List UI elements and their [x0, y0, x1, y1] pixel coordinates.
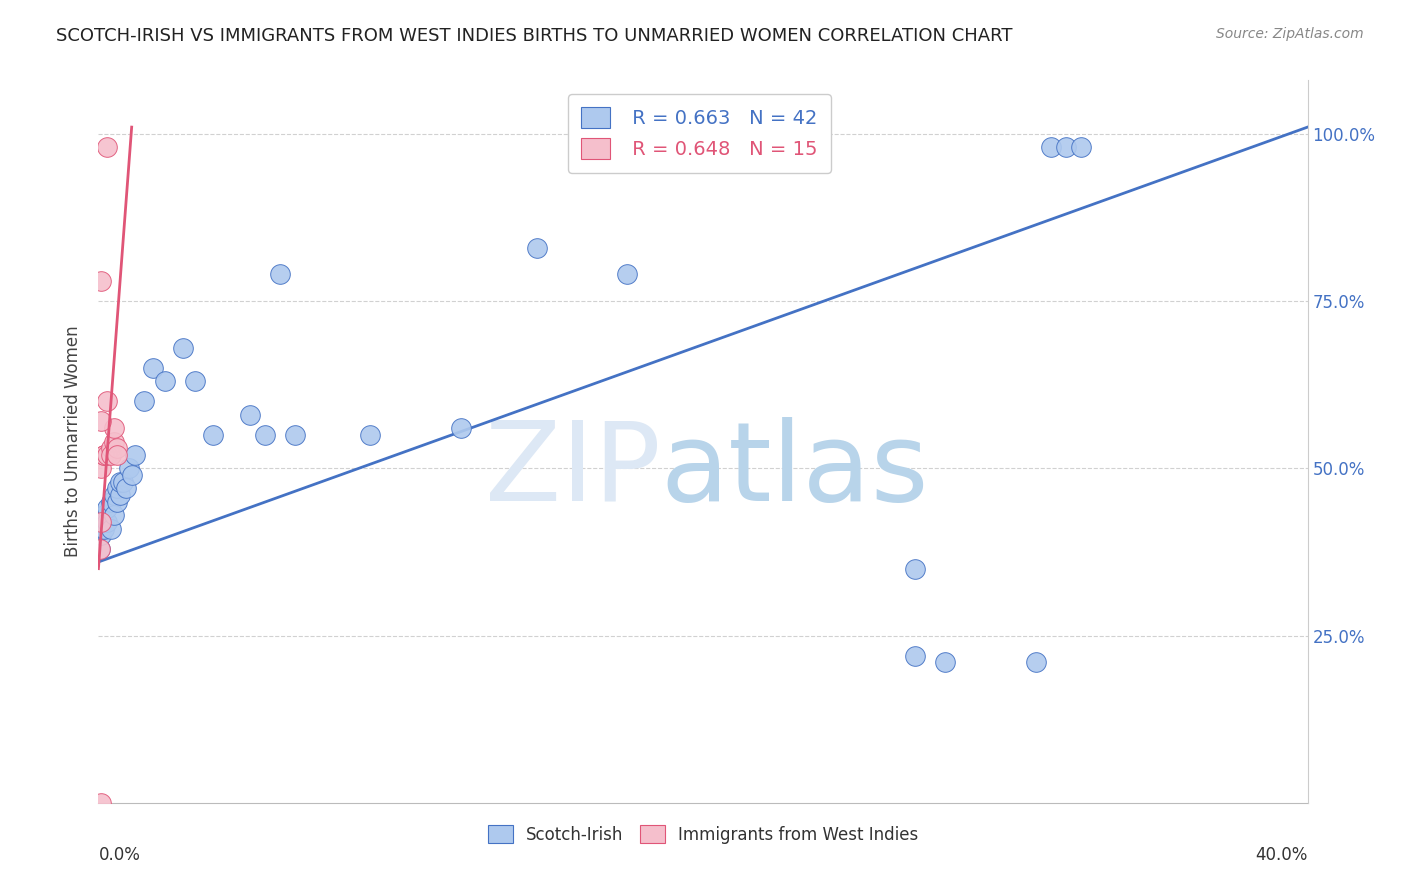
Point: [269, 268, 291, 282]
Point: [105, 448, 128, 462]
Point: [103, 434, 125, 449]
Text: ZIP: ZIP: [485, 417, 661, 524]
Point: [90, 414, 112, 429]
Point: [526, 241, 548, 255]
Point: [284, 427, 307, 442]
Point: [253, 427, 276, 442]
Text: Source: ZipAtlas.com: Source: ZipAtlas.com: [1216, 27, 1364, 41]
Point: [103, 488, 125, 502]
Point: [103, 421, 125, 435]
Point: [111, 475, 134, 489]
Point: [1070, 140, 1092, 154]
Text: 0.0%: 0.0%: [98, 847, 141, 864]
Point: [1039, 140, 1062, 154]
Point: [904, 648, 927, 663]
Text: SCOTCH-IRISH VS IMMIGRANTS FROM WEST INDIES BIRTHS TO UNMARRIED WOMEN CORRELATIO: SCOTCH-IRISH VS IMMIGRANTS FROM WEST IND…: [56, 27, 1012, 45]
Point: [105, 482, 128, 496]
Point: [96, 501, 118, 516]
Point: [142, 361, 165, 376]
Point: [93, 448, 115, 462]
Point: [904, 562, 927, 576]
Point: [93, 448, 115, 462]
Point: [93, 521, 115, 535]
Point: [90, 796, 112, 810]
Text: 40.0%: 40.0%: [1256, 847, 1308, 864]
Point: [89, 541, 111, 556]
Point: [121, 467, 143, 482]
Point: [90, 528, 112, 542]
Point: [103, 508, 125, 523]
Point: [239, 408, 262, 422]
Point: [202, 427, 225, 442]
Point: [105, 494, 128, 508]
Point: [114, 482, 136, 496]
Text: atlas: atlas: [661, 417, 929, 524]
Point: [108, 488, 131, 502]
Point: [1024, 655, 1046, 669]
Legend: Scotch-Irish, Immigrants from West Indies: Scotch-Irish, Immigrants from West Indie…: [479, 817, 927, 852]
Point: [360, 427, 382, 442]
Point: [96, 515, 118, 529]
Point: [172, 341, 194, 355]
Point: [96, 394, 118, 409]
Point: [124, 448, 146, 462]
Point: [90, 461, 112, 475]
Point: [108, 475, 131, 489]
Point: [1054, 140, 1077, 154]
Point: [96, 448, 118, 462]
Point: [105, 442, 128, 455]
Point: [90, 274, 112, 288]
Point: [93, 515, 115, 529]
Point: [100, 448, 122, 462]
Point: [90, 521, 112, 535]
Point: [184, 375, 207, 389]
Point: [450, 421, 472, 435]
Y-axis label: Births to Unmarried Women: Births to Unmarried Women: [65, 326, 83, 558]
Point: [132, 394, 155, 409]
Point: [100, 521, 122, 535]
Point: [89, 541, 111, 556]
Point: [93, 508, 115, 523]
Point: [100, 494, 122, 508]
Point: [616, 268, 638, 282]
Point: [100, 442, 122, 455]
Point: [934, 655, 956, 669]
Point: [153, 375, 176, 389]
Point: [118, 461, 141, 475]
Point: [90, 515, 112, 529]
Point: [96, 140, 118, 154]
